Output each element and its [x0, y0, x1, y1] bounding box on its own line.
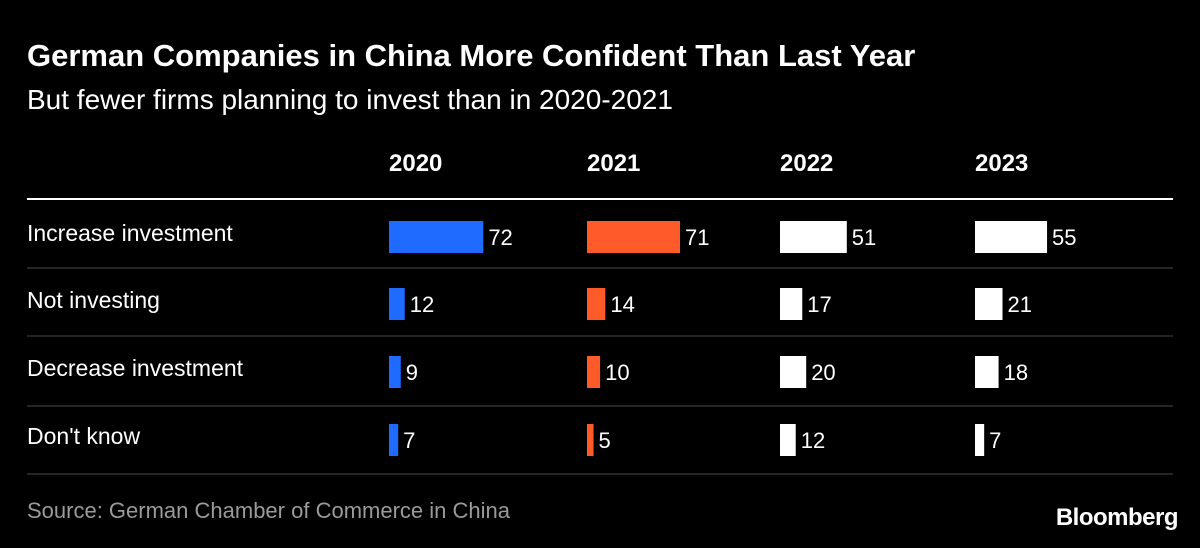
- category-label: Decrease investment: [27, 355, 244, 381]
- bar-2023-0: [975, 221, 1048, 253]
- value-label: 17: [807, 292, 831, 317]
- bar-2023-1: [975, 288, 1003, 320]
- bar-2021-2: [587, 356, 601, 388]
- column-header-2020: 2020: [389, 150, 442, 177]
- value-label: 5: [599, 428, 611, 453]
- value-label: 72: [488, 225, 512, 250]
- value-label: 14: [610, 292, 634, 317]
- value-label: 7: [989, 428, 1001, 453]
- column-header-2021: 2021: [587, 150, 640, 177]
- value-label: 12: [410, 292, 434, 317]
- category-label: Don't know: [27, 423, 140, 449]
- bar-2022-1: [780, 288, 803, 320]
- chart-subtitle: But fewer firms planning to invest than …: [27, 84, 673, 115]
- bar-2022-0: [780, 221, 847, 253]
- bar-2022-2: [780, 356, 807, 388]
- value-label: 55: [1052, 225, 1076, 250]
- value-label: 10: [605, 360, 629, 385]
- value-label: 20: [811, 360, 835, 385]
- bar-2020-1: [389, 288, 405, 320]
- column-header-2023: 2023: [975, 150, 1028, 177]
- bar-2020-3: [389, 424, 399, 456]
- value-label: 71: [685, 225, 709, 250]
- category-label: Not investing: [27, 287, 160, 313]
- value-label: 12: [801, 428, 825, 453]
- bar-2021-3: [587, 424, 594, 456]
- source-note: Source: German Chamber of Commerce in Ch…: [27, 498, 510, 523]
- value-label: 18: [1004, 360, 1028, 385]
- bar-2020-0: [389, 221, 484, 253]
- column-header-2022: 2022: [780, 150, 833, 177]
- bar-2023-2: [975, 356, 999, 388]
- bar-2021-0: [587, 221, 681, 253]
- bar-2021-1: [587, 288, 606, 320]
- value-label: 9: [406, 360, 418, 385]
- bar-2022-3: [780, 424, 796, 456]
- value-label: 7: [403, 428, 415, 453]
- value-label: 51: [852, 225, 876, 250]
- category-label: Increase investment: [27, 220, 233, 246]
- bar-2023-3: [975, 424, 985, 456]
- bloomberg-logo: Bloomberg: [1055, 504, 1179, 531]
- value-label: 21: [1008, 292, 1032, 317]
- chart-title: German Companies in China More Confident…: [27, 38, 916, 73]
- bar-2020-2: [389, 356, 401, 388]
